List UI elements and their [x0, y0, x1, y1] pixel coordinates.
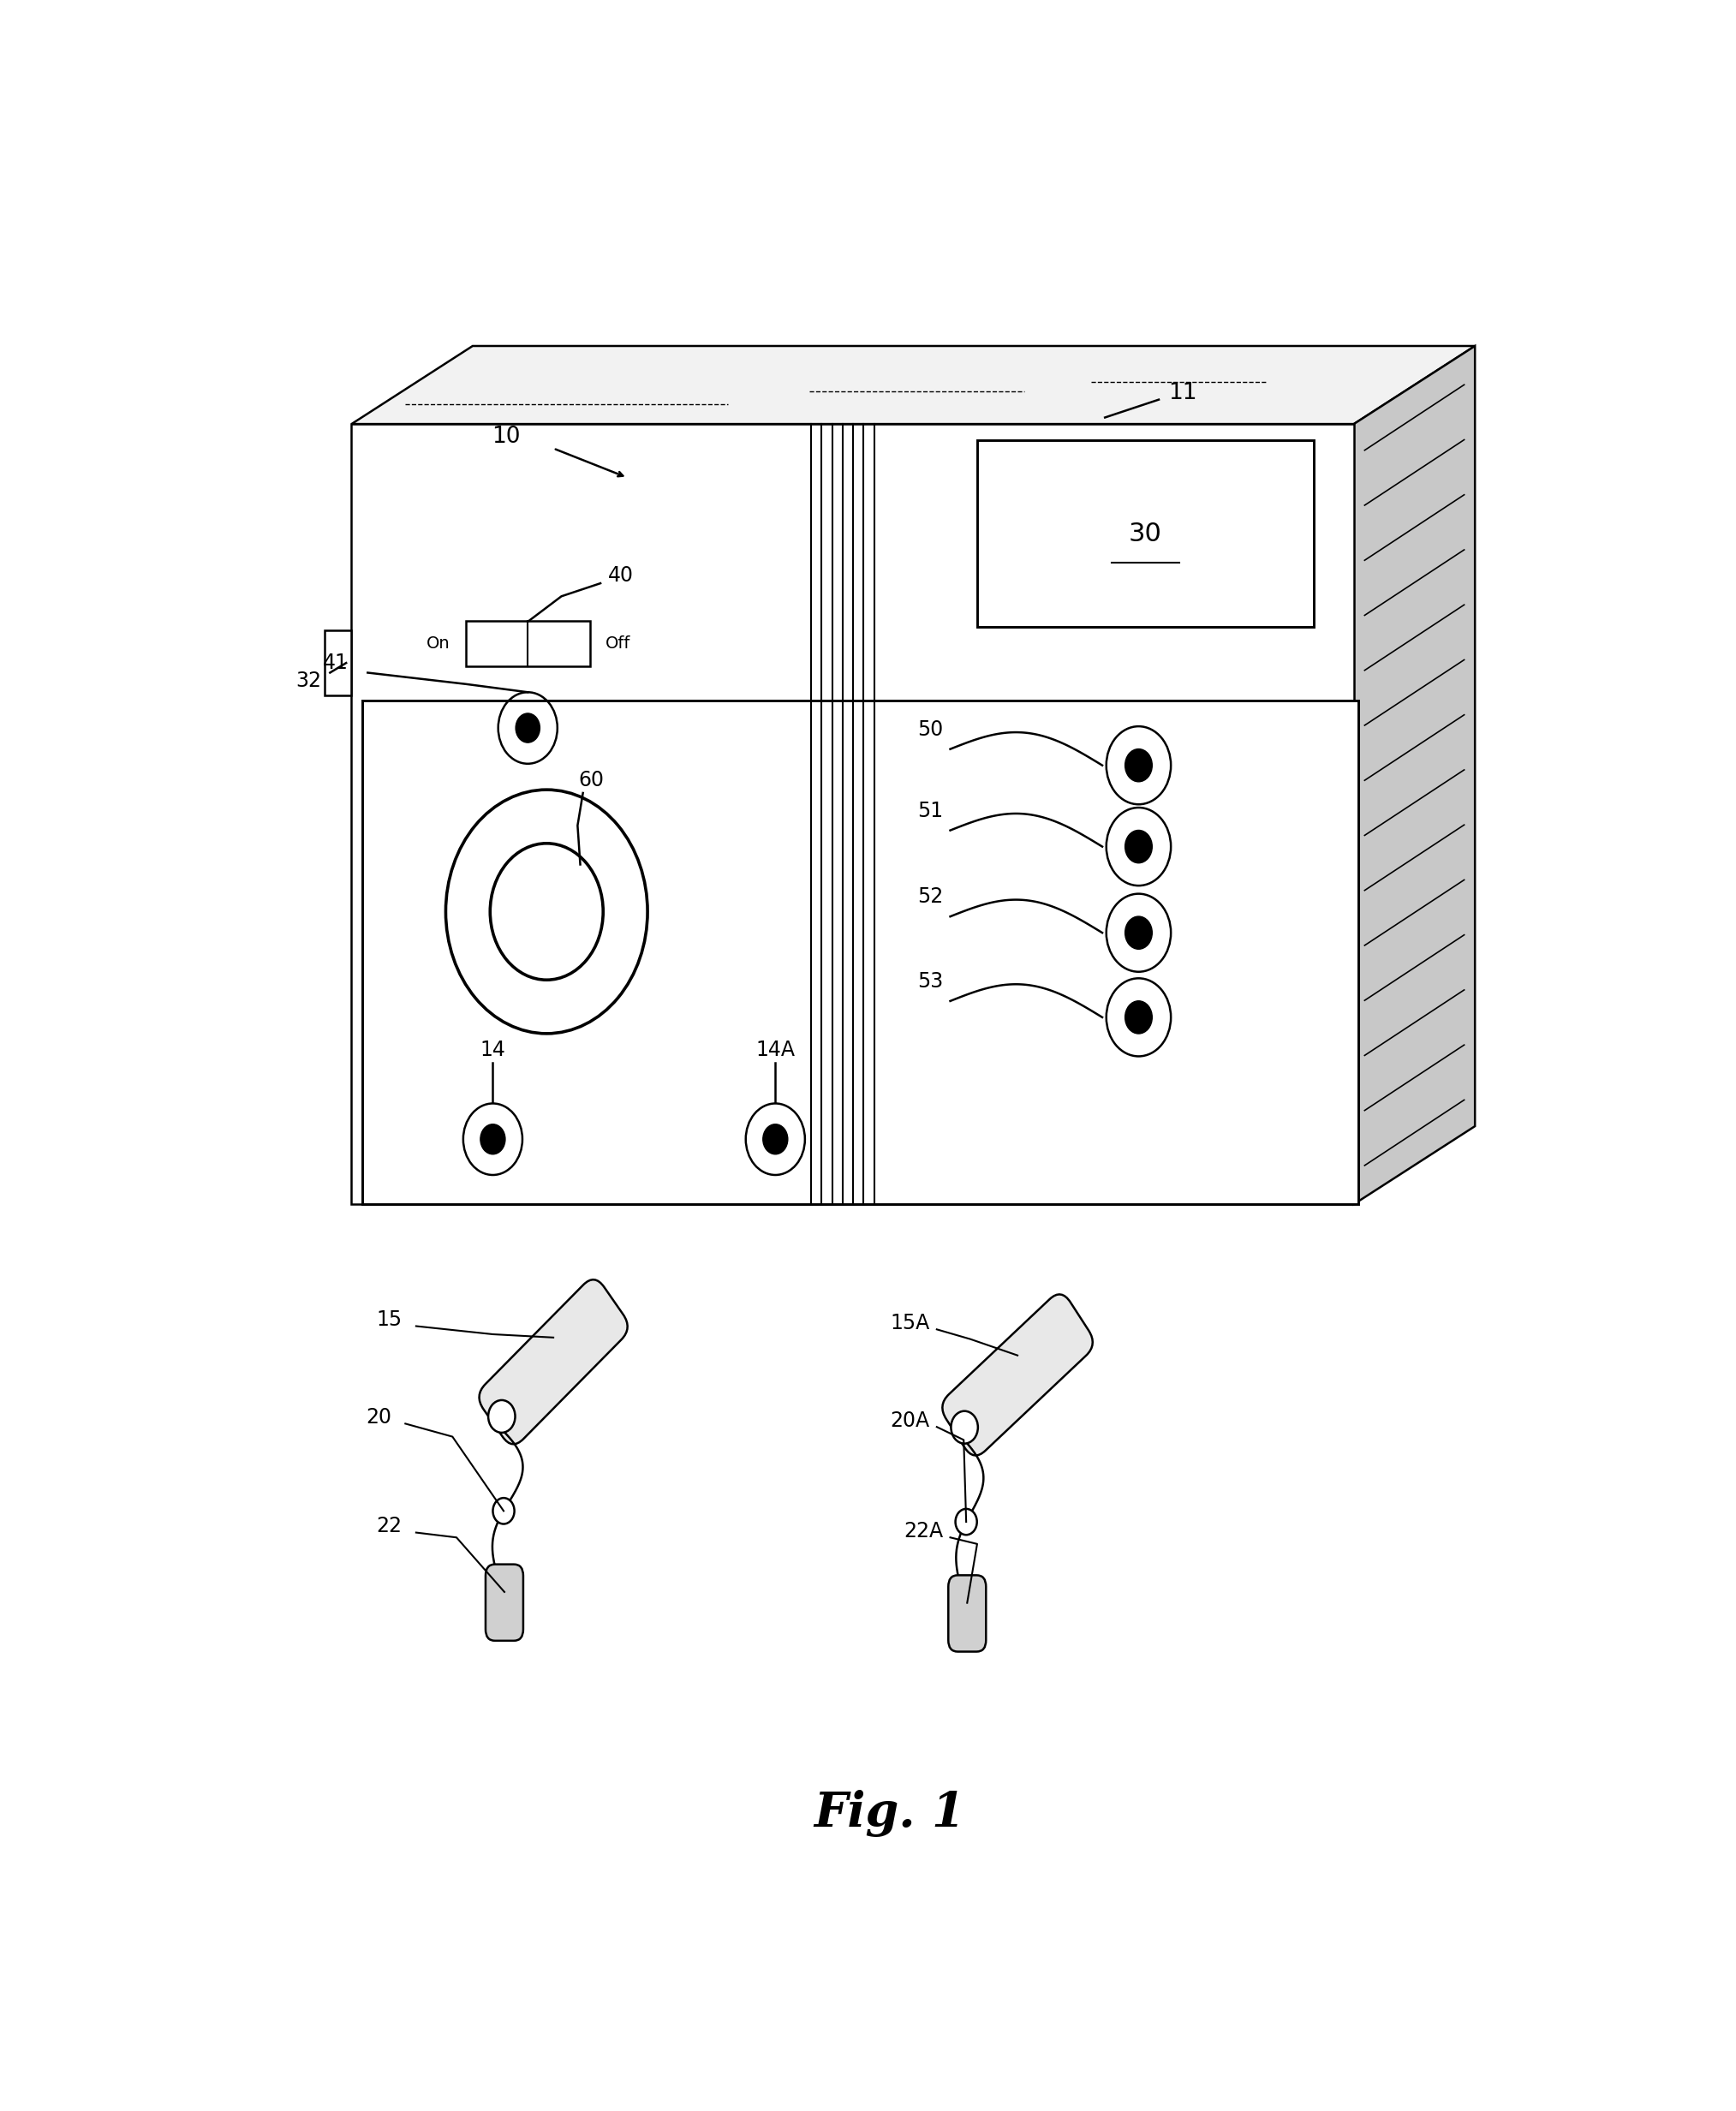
- Circle shape: [762, 1125, 788, 1155]
- Polygon shape: [1354, 346, 1476, 1203]
- Bar: [363, 701, 1358, 1203]
- Text: 30: 30: [1128, 521, 1161, 547]
- Text: 41: 41: [323, 652, 349, 673]
- Text: 50: 50: [917, 720, 943, 739]
- Text: 22: 22: [377, 1516, 403, 1537]
- Bar: [465, 621, 590, 667]
- Text: On: On: [425, 635, 450, 652]
- Text: 32: 32: [295, 671, 321, 690]
- Text: 15: 15: [377, 1309, 403, 1330]
- Text: 20: 20: [366, 1406, 391, 1427]
- Text: 52: 52: [917, 887, 943, 908]
- Text: Fig. 1: Fig. 1: [814, 1790, 965, 1837]
- FancyBboxPatch shape: [486, 1564, 523, 1640]
- Bar: [325, 631, 351, 695]
- Circle shape: [493, 1499, 514, 1524]
- Circle shape: [1125, 749, 1153, 781]
- FancyBboxPatch shape: [948, 1575, 986, 1651]
- Text: 10: 10: [491, 426, 521, 448]
- Text: 15A: 15A: [891, 1313, 930, 1334]
- Text: Off: Off: [606, 635, 630, 652]
- Text: 11: 11: [1168, 382, 1198, 403]
- Text: 14: 14: [481, 1039, 505, 1060]
- Text: 20A: 20A: [891, 1410, 930, 1431]
- Circle shape: [951, 1410, 977, 1444]
- Polygon shape: [351, 346, 1476, 424]
- Text: 22A: 22A: [903, 1520, 943, 1541]
- Text: 53: 53: [917, 971, 943, 992]
- Text: 40: 40: [608, 566, 634, 585]
- Circle shape: [1125, 916, 1153, 950]
- Text: 60: 60: [578, 771, 604, 790]
- FancyBboxPatch shape: [479, 1279, 627, 1444]
- Text: 14A: 14A: [755, 1039, 795, 1060]
- Circle shape: [1125, 830, 1153, 863]
- Text: 51: 51: [917, 800, 943, 821]
- FancyBboxPatch shape: [943, 1294, 1092, 1454]
- Circle shape: [488, 1400, 516, 1433]
- Bar: [977, 441, 1314, 627]
- Circle shape: [481, 1125, 505, 1155]
- Polygon shape: [351, 424, 1354, 1203]
- Circle shape: [1125, 1001, 1153, 1034]
- Circle shape: [955, 1509, 977, 1535]
- Circle shape: [516, 714, 540, 743]
